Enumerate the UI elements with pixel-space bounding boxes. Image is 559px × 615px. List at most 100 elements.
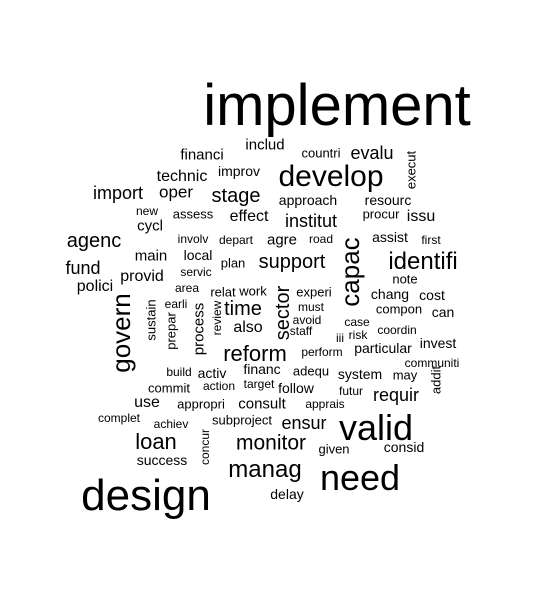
word-reform: reform: [223, 341, 287, 366]
word-achiev: achiev: [153, 417, 189, 431]
word-adequ: adequ: [292, 363, 330, 379]
word-institut: institut: [284, 211, 338, 231]
word-perform: perform: [301, 345, 343, 359]
word-identifi: identifi: [388, 248, 458, 275]
word-action: action: [202, 379, 236, 393]
word-depart: depart: [218, 233, 254, 247]
word-addit: addit: [428, 365, 444, 395]
word-coordin: coordin: [377, 323, 417, 337]
word-use: use: [134, 394, 160, 411]
word-can: can: [431, 304, 455, 320]
word-relat: relat: [210, 284, 236, 300]
word-apprais: apprais: [305, 397, 345, 411]
word-note: note: [392, 271, 418, 287]
word-risk: risk: [348, 328, 368, 342]
word-effect: effect: [229, 208, 269, 225]
word-work: work: [239, 283, 267, 299]
word-import: import: [92, 183, 144, 203]
word-ensur: ensur: [281, 413, 327, 433]
word-monitor: monitor: [235, 431, 307, 455]
word-first: first: [421, 233, 441, 247]
word-plan: plan: [220, 255, 246, 271]
word-support: support: [258, 251, 326, 273]
word-approach: approach: [278, 192, 338, 208]
word-compon: compon: [375, 301, 423, 317]
word-system: system: [337, 366, 383, 382]
word-resourc: resourc: [364, 192, 412, 208]
word-stage: stage: [211, 185, 261, 207]
word-manag: manag: [228, 456, 302, 483]
word-loan: loan: [135, 429, 177, 454]
word-new: new: [135, 204, 159, 218]
word-build: build: [166, 365, 192, 379]
word-follow: follow: [278, 380, 314, 396]
word-consult: consult: [238, 395, 286, 413]
word-capac: capac: [335, 237, 365, 307]
word-also: also: [233, 319, 263, 336]
word-subproject: subproject: [212, 412, 272, 428]
word-govern: govern: [106, 293, 136, 373]
word-sustain: sustain: [143, 299, 159, 341]
word-chang: chang: [370, 286, 410, 302]
word-complet: complet: [97, 411, 141, 425]
word-futur: futur: [338, 384, 364, 398]
word-delay: delay: [270, 486, 304, 502]
word-need: need: [319, 457, 401, 498]
word-must: must: [297, 300, 325, 314]
word-communiti: communiti: [404, 356, 460, 370]
word-appropri: appropri: [177, 396, 225, 412]
word-assess: assess: [172, 206, 214, 222]
word-area: area: [174, 281, 200, 295]
word-concur: concur: [198, 428, 212, 466]
word-staff: staff: [289, 324, 313, 338]
word-design: design: [81, 471, 211, 520]
word-experi: experi: [296, 284, 332, 300]
word-provid: provid: [120, 268, 164, 285]
word-local: local: [183, 247, 213, 263]
word-success: success: [136, 452, 188, 468]
word-issu: issu: [406, 208, 436, 225]
word-given: given: [318, 441, 350, 457]
word-time: time: [224, 298, 262, 320]
word-agenc: agenc: [66, 230, 122, 252]
word-financ: financ: [243, 361, 281, 377]
word-fund: fund: [65, 258, 101, 278]
word-process: process: [190, 302, 208, 356]
word-implement: implement: [203, 73, 471, 138]
word-assist: assist: [372, 229, 408, 245]
word-agre: agre: [266, 231, 298, 249]
word-financi: financi: [180, 146, 224, 164]
word-polici: polici: [76, 278, 114, 295]
word-case: case: [344, 315, 370, 329]
word-valid: valid: [338, 407, 414, 448]
word-review: review: [210, 300, 224, 336]
word-involv: involv: [177, 232, 209, 246]
word-prepar: prepar: [163, 312, 179, 350]
word-execut: execut: [403, 150, 419, 190]
word-includ: includ: [245, 136, 285, 154]
word-particular: particular: [354, 340, 412, 356]
word-invest: invest: [419, 335, 457, 351]
word-requir: requir: [372, 385, 420, 405]
word-avoid: avoid: [292, 313, 322, 327]
word-commit: commit: [148, 380, 190, 396]
word-technic: technic: [156, 168, 208, 185]
word-evalu: evalu: [350, 143, 394, 163]
word-cycl: cycl: [137, 217, 163, 235]
word-road: road: [308, 232, 334, 246]
word-iii: iii: [336, 331, 344, 345]
word-countri: countri: [301, 145, 341, 161]
word-servic: servic: [180, 265, 212, 279]
word-procur: procur: [362, 206, 400, 222]
word-main: main: [134, 247, 168, 265]
word-earli: earli: [164, 297, 188, 311]
word-target: target: [243, 377, 275, 391]
word-consid: consid: [383, 439, 425, 455]
word-cost: cost: [419, 287, 445, 303]
word-oper: oper: [158, 182, 194, 202]
word-improv: improv: [217, 163, 261, 179]
word-may: may: [392, 367, 418, 383]
word-develop: develop: [278, 160, 384, 193]
word-activ: activ: [197, 365, 227, 381]
